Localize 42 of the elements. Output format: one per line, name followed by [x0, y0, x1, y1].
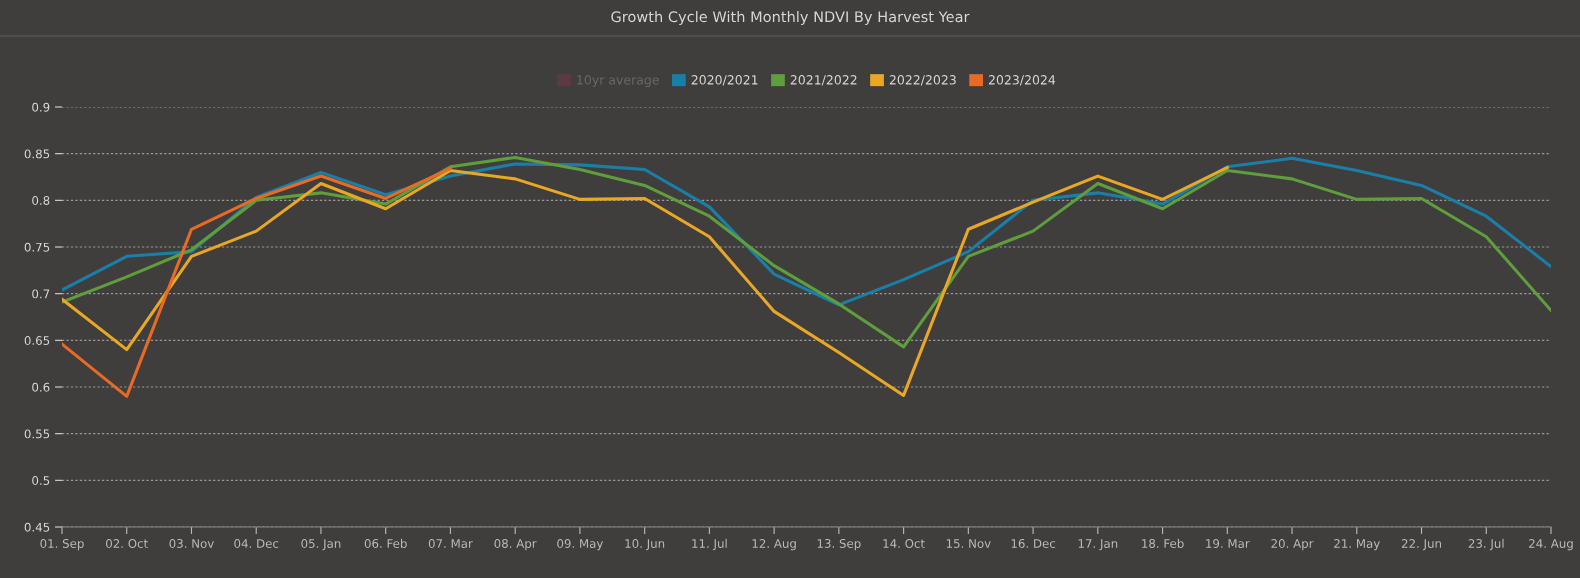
chart-title: Growth Cycle With Monthly NDVI By Harvest Year [611, 10, 970, 26]
legend-label: 2022/2023 [889, 75, 956, 86]
y-tick-label: 0.55 [24, 429, 50, 439]
x-tick-label: 11. Jul [692, 538, 727, 551]
x-tick-label: 14. Oct [883, 539, 925, 548]
x-tick-label: 07. Mar [428, 539, 473, 548]
y-tick-label: 0.5 [32, 476, 50, 485]
x-tick-label: 09. May [557, 539, 604, 551]
x-tick-label: 23. Jul [1468, 538, 1504, 551]
x-tick-label: 08. Apr [494, 539, 537, 551]
x-tick-label: 12. Aug [752, 539, 796, 551]
x-tick-label: 19. Mar [1206, 539, 1250, 548]
x-tick-label: 24. Aug [1529, 539, 1573, 551]
x-tick-label: 04. Dec [234, 539, 279, 548]
x-tick-label: 21. May [1334, 539, 1380, 551]
x-tick-label: 06. Feb [364, 538, 407, 548]
y-tick-label: 0.85 [24, 149, 50, 159]
x-tick-label: 01. Sep [40, 539, 84, 551]
y-tick-label: 0.6 [32, 382, 50, 392]
line-series [62, 167, 452, 398]
x-tick-label: 17. Jan [1078, 539, 1118, 551]
line-series [62, 166, 1229, 397]
x-tick-label: 10. Jun [625, 539, 665, 551]
y-tick-label: 0.7 [32, 289, 50, 299]
x-tick-label: 15. Nov [946, 539, 991, 548]
legend-label: 2023/2024 [988, 75, 1056, 86]
x-tick-label: 13. Sep [817, 539, 861, 551]
y-tick-label: 0.45 [24, 522, 50, 532]
y-tick-label: 0.9 [32, 102, 50, 112]
y-tick-label: 0.65 [24, 336, 50, 345]
legend-label: 2020/2021 [691, 75, 758, 86]
x-tick-label: 05. Jan [301, 539, 341, 551]
y-tick-label: 0.8 [32, 196, 50, 205]
y-tick-label: 0.75 [24, 242, 50, 252]
x-tick-label: 03. Nov [169, 539, 214, 548]
line-series [62, 155, 1551, 349]
x-tick-label: 02. Oct [106, 539, 148, 548]
x-tick-label: 16. Dec [1011, 539, 1056, 548]
x-tick-label: 18. Feb [1142, 538, 1184, 548]
x-tick-label: 22. Jun [1401, 539, 1442, 551]
legend-label: 2021/2022 [790, 75, 857, 86]
x-tick-label: 20. Apr [1271, 539, 1314, 551]
